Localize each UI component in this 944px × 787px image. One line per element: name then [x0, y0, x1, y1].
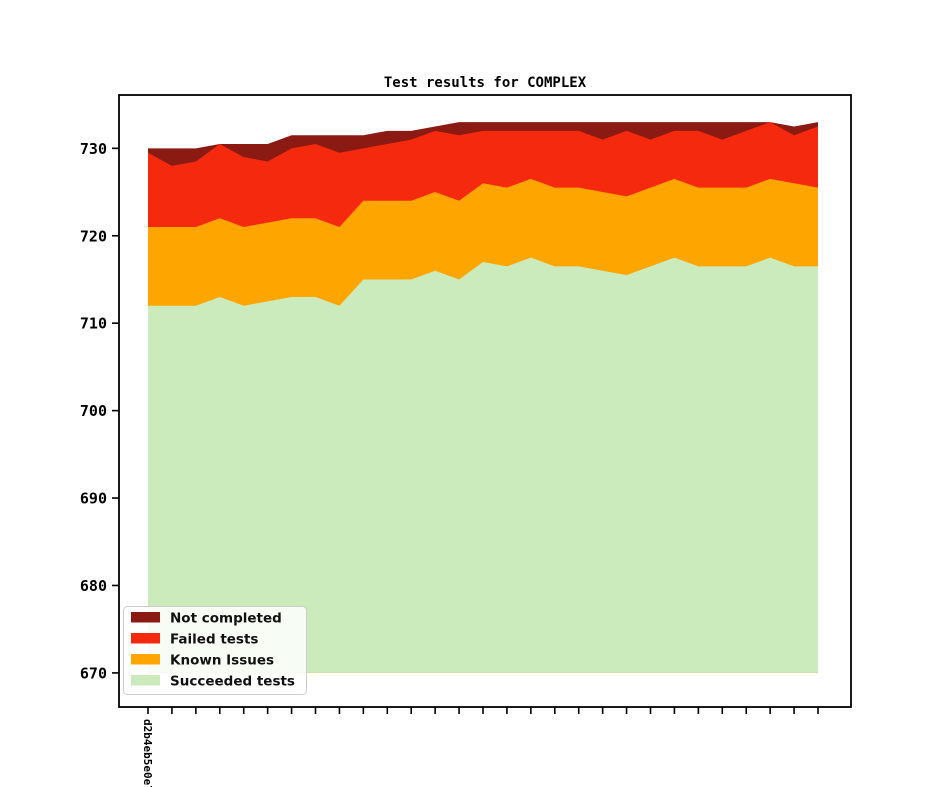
area-succeeded-tests	[148, 257, 818, 673]
y-axis: 670 680 690 700 710 720 730	[80, 140, 119, 682]
x-tick-label-first: d2b4eb5e0e7	[141, 719, 154, 787]
legend-item-succeeded-tests: Succeeded tests	[131, 674, 295, 690]
chart-title: Test results for COMPLEX	[384, 75, 587, 91]
legend-swatch-not-completed	[131, 612, 160, 623]
plot-border	[118, 94, 852, 708]
legend-swatch-failed-tests	[131, 633, 160, 644]
legend-swatch-known-issues	[131, 654, 160, 665]
legend-item-failed-tests: Failed tests	[131, 632, 258, 648]
legend-label-not-completed: Not completed	[170, 611, 282, 627]
y-tick-label: 710	[80, 315, 107, 333]
legend: Not completed Failed tests Known Issues …	[123, 606, 307, 695]
legend-item-known-issues: Known Issues	[131, 653, 274, 669]
legend-label-succeeded-tests: Succeeded tests	[170, 674, 295, 690]
legend-label-failed-tests: Failed tests	[170, 632, 258, 648]
legend-box	[123, 606, 307, 695]
y-tick-label: 670	[80, 664, 107, 682]
stacked-areas	[148, 122, 818, 673]
y-tick-label: 680	[80, 577, 107, 595]
legend-label-known-issues: Known Issues	[170, 653, 274, 669]
legend-swatch-succeeded-tests	[131, 675, 160, 686]
y-tick-label: 700	[80, 402, 107, 420]
y-tick-label: 690	[80, 490, 107, 508]
x-axis: d2b4eb5e0e7	[141, 707, 819, 787]
y-tick-label: 730	[80, 140, 107, 158]
legend-item-not-completed: Not completed	[131, 611, 282, 627]
y-tick-label: 720	[80, 227, 107, 245]
